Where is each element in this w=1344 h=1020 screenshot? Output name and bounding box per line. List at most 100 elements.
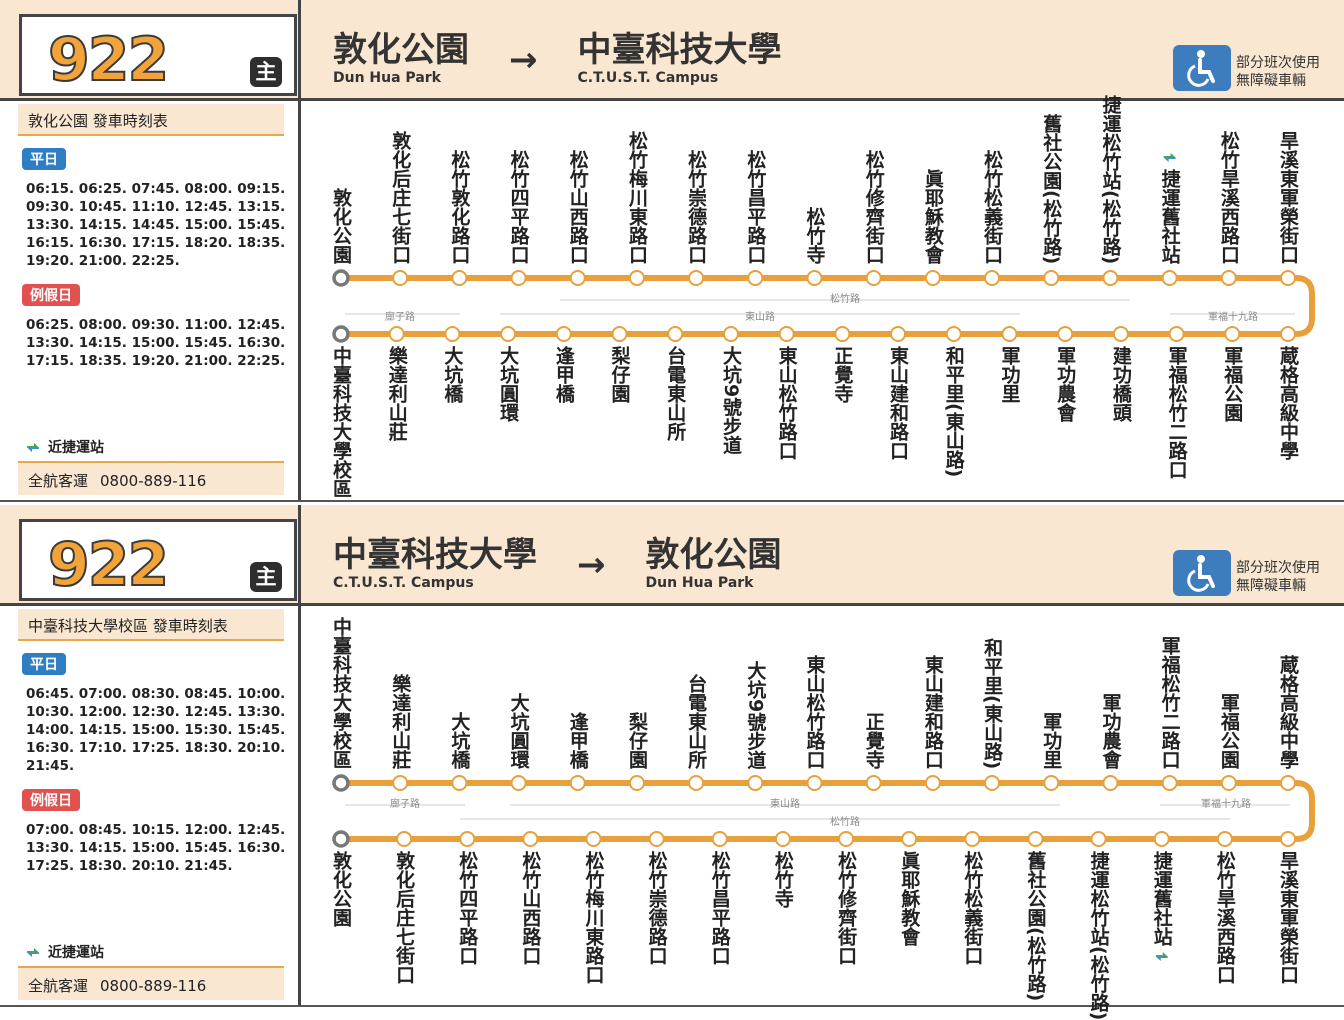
stop-name: 敦化公園 [330, 851, 352, 927]
stop-marker [569, 775, 586, 791]
stop-name: 松竹修齊街口 [835, 851, 858, 965]
accessibility-line: 無障礙車輛 [1236, 73, 1306, 89]
stop-name: 敦化公園 [330, 188, 352, 264]
stop-marker [1153, 831, 1170, 847]
wheelchair-head [1197, 50, 1205, 58]
route-number: 922 [47, 529, 170, 601]
mrt-legend: 近捷運站 [24, 942, 104, 962]
wheelchair [1187, 50, 1215, 87]
stop-name: 敦化后庄七街口 [393, 851, 416, 984]
stop-name: 松竹修齊街口 [862, 150, 885, 264]
terminal-stop [332, 269, 350, 287]
stop-name: 松竹梅川東路口 [582, 851, 605, 984]
time-line: 16:15. 16:30. 17:15. 18:20. 18:35. [26, 235, 286, 251]
stop-name: 軍福松竹二路口 [1165, 346, 1188, 479]
time-line: 21:45. [26, 758, 75, 774]
stop-marker [901, 831, 918, 847]
accessibility-icon [1173, 550, 1231, 596]
holiday-times: 06:25. 08:00. 09:30. 11:00. 12:45. 13:30.… [22, 316, 292, 370]
stop-marker [1102, 775, 1119, 791]
origin: 中臺科技大學 C.T.U.S.T. Campus [333, 535, 537, 591]
stop-name: 軍功農會 [1099, 693, 1122, 769]
accessibility-icon [1173, 45, 1231, 91]
stop-name: 旱溪東軍榮街口 [1277, 131, 1299, 264]
stop-marker [628, 775, 645, 791]
stop-marker [834, 326, 851, 342]
stop-name: 松竹昌平路口 [708, 851, 731, 965]
stop-name: 松竹敦化路口 [448, 150, 471, 264]
stop-name: 捷運松竹站(松竹路) [1099, 94, 1122, 264]
stop-name: 正覺寺 [862, 712, 885, 769]
stop-name: 眞耶穌教會 [921, 169, 944, 264]
stop-marker [1280, 326, 1296, 342]
stop-marker [451, 270, 468, 286]
stop-marker [1168, 326, 1185, 342]
operator: 全航客運 [28, 977, 89, 995]
mrt-icon [27, 948, 39, 953]
stop-name: 蔵格高級中學 [1277, 655, 1299, 769]
time-line: 17:15. 18:35. 19:20. 21:00. 22:25. [26, 353, 286, 369]
stop-name: 軍功農會 [1054, 346, 1077, 422]
stop-marker [984, 270, 1001, 286]
terminal-stop [332, 325, 350, 343]
timetable: 平日 06:15. 06:25. 07:45. 08:00. 09:15. 09:3… [22, 148, 292, 370]
stop-marker [510, 775, 527, 791]
route-diagram [332, 153, 1315, 343]
stop-marker [688, 775, 705, 791]
route-box: 922 主 [19, 14, 297, 96]
mrt-icon [27, 443, 39, 448]
stop-marker [1216, 831, 1233, 847]
timetable-title: 敦化公園 發車時刻表 [18, 104, 284, 136]
stop-marker [1224, 326, 1241, 342]
stop-marker [510, 270, 527, 286]
stop-marker [778, 326, 795, 342]
stop-marker [806, 775, 823, 791]
route-line [341, 780, 1315, 842]
stop-name: 東山建和路口 [887, 346, 910, 460]
stop-marker [1043, 775, 1060, 791]
stop-marker [555, 326, 572, 342]
stop-marker [924, 775, 941, 791]
arrow: → [509, 40, 538, 80]
destination-zh: 中臺科技大學 [577, 30, 782, 70]
road-name: 松竹路 [830, 294, 860, 305]
time-line: 16:30. 17:10. 17:25. 18:30. 20:10. [26, 740, 286, 756]
road-name: 廍子路 [390, 799, 420, 810]
stop-name: 旱溪東軍榮街口 [1277, 851, 1299, 984]
stop-marker [1090, 831, 1107, 847]
stop-marker [1280, 831, 1296, 847]
stop-marker [459, 831, 476, 847]
destination-zh: 敦化公園 [645, 535, 782, 575]
stop-marker [1043, 270, 1060, 286]
time-line: 19:20. 21:00. 22:25. [26, 253, 180, 269]
stop-marker [585, 831, 602, 847]
time-line: 13:30. 14:15. 15:00. 15:45. 16:30. [26, 335, 286, 351]
road-name: 松竹路 [830, 817, 860, 828]
stop-name: 台電東山所 [664, 346, 687, 441]
stop-marker [865, 775, 882, 791]
route-box: 922 主 [19, 519, 297, 601]
stop-name: 松竹崇德路口 [685, 150, 708, 264]
stop-marker [747, 270, 764, 286]
stop-name: 松竹松義街口 [981, 150, 1004, 264]
mrt-legend-text: 近捷運站 [48, 945, 104, 961]
stop-name: 大坑圓環 [497, 346, 520, 422]
stop-name: 和平里(東山路) [942, 346, 965, 478]
stop-marker [1161, 775, 1178, 791]
stop-name: 東山松竹路口 [803, 655, 826, 769]
stop-name: 捷運舊社站 [1158, 169, 1181, 264]
route-title: 敦化公園 Dun Hua Park → 中臺科技大學 C.T.U.S.T. Campus [333, 30, 782, 86]
holiday-block: 例假日 06:25. 08:00. 09:30. 11:00. 12:45. 13:… [22, 284, 292, 370]
time-line: 09:30. 10:45. 11:10. 12:45. 13:15. [26, 199, 286, 215]
stop-name: 松竹旱溪西路口 [1213, 851, 1236, 984]
accessibility-line: 部分班次使用 [1236, 55, 1320, 71]
phone: 0800-889-116 [100, 472, 207, 490]
divider [298, 0, 301, 500]
time-line: 13:30. 14:15. 14:45. 15:00. 15:45. [26, 217, 286, 233]
stop-name: 軍福公園 [1217, 693, 1240, 769]
route-badge: 主 [250, 57, 282, 87]
stop-name: 台電東山所 [685, 674, 708, 769]
route-panel: 922 主敦化公園 Dun Hua Park → 中臺科技大學 C.T.U.S.T. Ca… [0, 0, 1344, 502]
mrt-icon [1163, 157, 1176, 162]
destination-en: Dun Hua Park [645, 575, 754, 591]
